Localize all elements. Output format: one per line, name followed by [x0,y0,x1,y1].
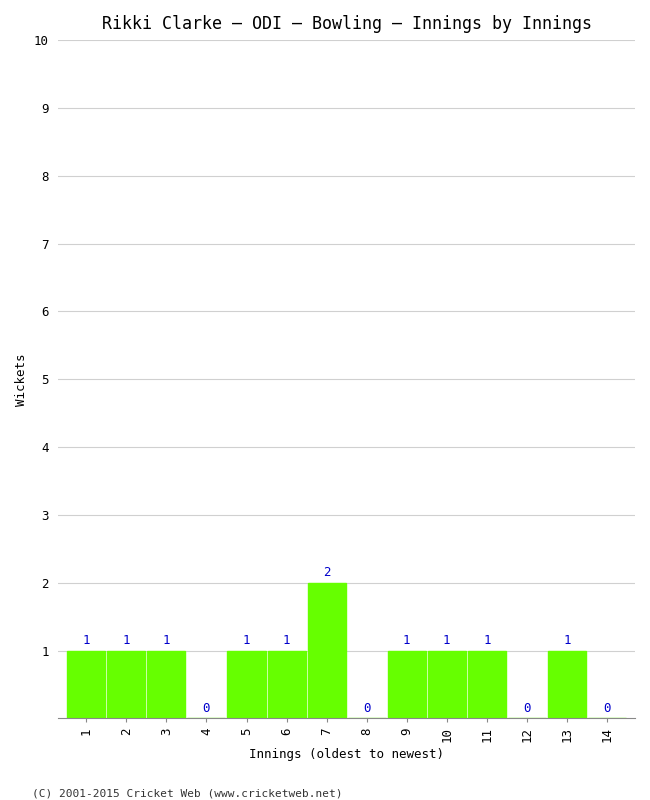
Text: 0: 0 [203,702,210,715]
Text: 1: 1 [242,634,250,647]
Text: 0: 0 [363,702,370,715]
Bar [227,650,266,718]
Bar [307,582,346,718]
Text: 0: 0 [523,702,530,715]
Text: (C) 2001-2015 Cricket Web (www.cricketweb.net): (C) 2001-2015 Cricket Web (www.cricketwe… [32,788,343,798]
Text: 1: 1 [283,634,291,647]
Bar [107,650,146,718]
Bar [428,650,466,718]
Bar [268,650,306,718]
Bar [68,650,105,718]
Title: Rikki Clarke – ODI – Bowling – Innings by Innings: Rikki Clarke – ODI – Bowling – Innings b… [101,15,592,33]
Bar [387,650,426,718]
X-axis label: Innings (oldest to newest): Innings (oldest to newest) [249,748,444,761]
Text: 1: 1 [563,634,571,647]
Bar [468,650,506,718]
Y-axis label: Wickets: Wickets [15,353,28,406]
Text: 1: 1 [443,634,450,647]
Text: 1: 1 [123,634,130,647]
Text: 2: 2 [323,566,330,579]
Text: 1: 1 [83,634,90,647]
Text: 1: 1 [403,634,410,647]
Bar [548,650,586,718]
Text: 0: 0 [603,702,611,715]
Text: 1: 1 [162,634,170,647]
Bar [148,650,185,718]
Text: 1: 1 [483,634,491,647]
